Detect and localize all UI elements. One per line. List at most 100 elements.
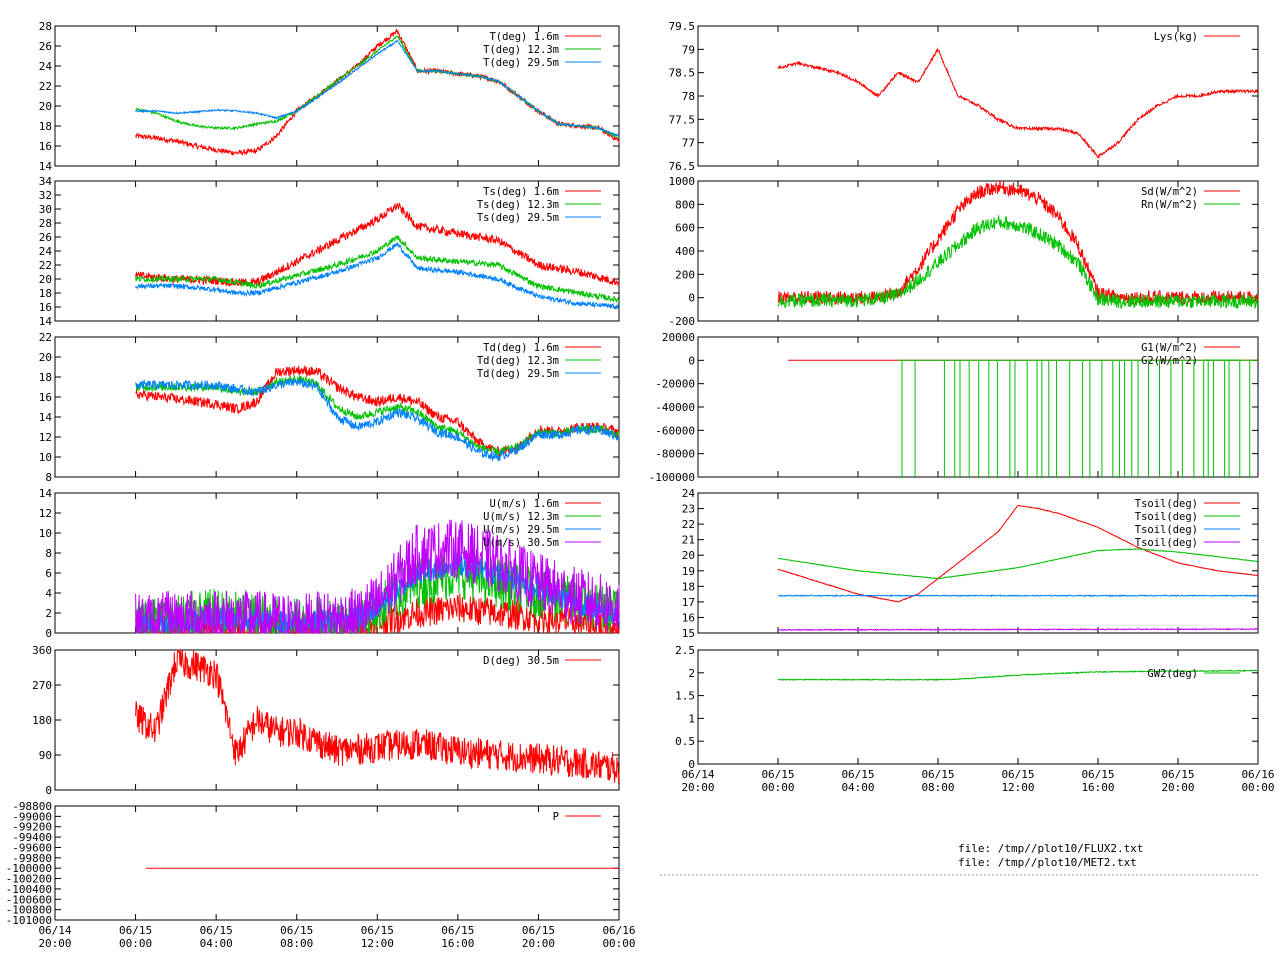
series-line	[135, 374, 620, 456]
y-tick-label: 79	[682, 43, 695, 56]
y-tick-label: 34	[39, 175, 53, 188]
series-line	[777, 627, 1259, 632]
legend-label: T(deg) 12.3m	[483, 44, 559, 56]
y-tick-label: 26	[39, 40, 52, 53]
legend-label: G1(W/m^2)	[1141, 342, 1198, 354]
y-tick-label: 19	[682, 565, 695, 578]
panel-frame	[54, 25, 620, 167]
y-tick-label: 18	[39, 371, 52, 384]
y-tick-label: 10	[39, 527, 52, 540]
series-line	[135, 235, 620, 304]
y-tick-label: 18	[682, 580, 695, 593]
series-line	[777, 47, 1259, 159]
legend-label: Sd(W/m^2)	[1141, 186, 1198, 198]
legend-label: Ts(deg) 12.3m	[477, 199, 559, 211]
y-tick-label: 0.5	[675, 735, 695, 748]
y-tick-label: 0	[45, 627, 52, 640]
y-tick-label: -100200	[6, 873, 52, 886]
y-tick-label: 22	[39, 259, 52, 272]
right-x-label-date: 06/15	[761, 768, 794, 781]
left-x-label-date: 06/15	[441, 924, 474, 937]
y-tick-label: 76.5	[669, 160, 696, 173]
right-x-label-date: 06/15	[1081, 768, 1114, 781]
y-tick-label: 10	[39, 451, 52, 464]
series-line	[778, 548, 1259, 580]
left-x-label-time: 00:00	[602, 937, 635, 950]
y-tick-label: -99600	[12, 841, 52, 854]
legend-label: T(deg) 1.6m	[489, 31, 559, 43]
series-line	[135, 39, 620, 137]
legend-label: Rn(W/m^2)	[1141, 199, 1198, 211]
y-tick-label: -99200	[12, 821, 52, 834]
y-tick-label: 0	[688, 758, 695, 771]
y-tick-label: 24	[682, 487, 696, 500]
legend-label: D(deg) 30.5m	[483, 655, 559, 667]
y-tick-label: 1000	[669, 175, 696, 188]
y-tick-label: 8	[45, 547, 52, 560]
legend-label: P	[553, 811, 559, 823]
y-tick-label: 16	[39, 301, 52, 314]
y-tick-label: 2.5	[675, 644, 695, 657]
y-tick-label: 28	[39, 217, 52, 230]
file-note: file: /tmp//plot10/MET2.txt	[958, 856, 1137, 869]
panel-frame	[697, 25, 1259, 167]
y-tick-label: -40000	[655, 401, 695, 414]
panel-frame	[54, 805, 620, 921]
legend-label: U(m/s) 29.5m	[483, 524, 559, 536]
y-tick-label: 400	[675, 245, 695, 258]
legend-label: U(m/s) 30.5m	[483, 537, 559, 549]
y-tick-label: 0	[45, 784, 52, 797]
y-tick-label: 16	[682, 611, 695, 624]
legend-label: Ts(deg) 1.6m	[483, 186, 559, 198]
panel-right-3: -100000 -80000 -60000 -40000 -20000 0 20000 G1(…	[649, 331, 1259, 484]
legend-label: U(m/s) 12.3m	[483, 511, 559, 523]
y-tick-label: 600	[675, 222, 695, 235]
y-tick-label: 6	[45, 567, 52, 580]
y-tick-label: 78	[682, 90, 695, 103]
y-tick-label: 20	[682, 549, 695, 562]
y-tick-label: 270	[32, 679, 52, 692]
y-tick-label: 77.5	[669, 113, 696, 126]
panel-frame	[697, 649, 1259, 765]
y-tick-label: 800	[675, 198, 695, 211]
y-tick-label: 20	[39, 100, 52, 113]
y-tick-label: 15	[682, 627, 695, 640]
y-tick-label: 79.5	[669, 20, 696, 33]
y-tick-label: -99400	[12, 831, 52, 844]
right-x-label-date: 06/14	[681, 768, 714, 781]
right-x-label-date: 06/15	[921, 768, 954, 781]
y-tick-label: 21	[682, 534, 695, 547]
left-x-label-date: 06/15	[361, 924, 394, 937]
legend-label: Tsoil(deg)	[1135, 537, 1198, 549]
y-tick-label: -99000	[12, 810, 52, 823]
panel-left-1: 14 16 18 20 22 24 26 28 T(deg) 1.6mT(deg) 12.3mT…	[39, 20, 620, 173]
y-tick-label: 0	[688, 292, 695, 305]
right-x-label-time: 20:00	[681, 781, 714, 794]
y-tick-label: 20000	[662, 331, 695, 344]
y-tick-label: 4	[45, 587, 52, 600]
panel-frame	[54, 336, 620, 478]
y-tick-label: 20	[39, 273, 52, 286]
y-tick-label: 14	[39, 160, 53, 173]
left-x-label-date: 06/15	[280, 924, 313, 937]
left-x-label-time: 12:00	[361, 937, 394, 950]
y-tick-label: -80000	[655, 448, 695, 461]
y-tick-label: 1.5	[675, 690, 695, 703]
series-line	[135, 649, 620, 784]
legend-label: Tsoil(deg)	[1135, 511, 1198, 523]
y-tick-label: -200	[669, 315, 696, 328]
right-x-label-time: 04:00	[841, 781, 874, 794]
left-x-label-time: 04:00	[200, 937, 233, 950]
left-x-label-time: 08:00	[280, 937, 313, 950]
legend-label: Td(deg) 29.5m	[477, 368, 559, 380]
legend-label: Td(deg) 1.6m	[483, 342, 559, 354]
series-line	[777, 669, 1259, 681]
y-tick-label: 2	[45, 607, 52, 620]
y-tick-label: -100600	[6, 893, 52, 906]
right-x-label-date: 06/15	[1161, 768, 1194, 781]
right-x-label-date: 06/15	[1001, 768, 1034, 781]
legend-label: Lys(kg)	[1154, 31, 1198, 43]
series-line	[777, 504, 1259, 603]
